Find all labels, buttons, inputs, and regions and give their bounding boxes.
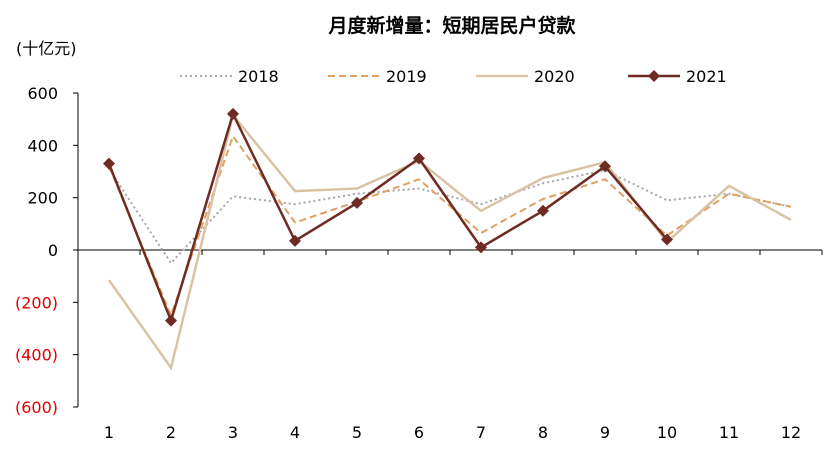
y-tick-label: (400) — [15, 346, 58, 365]
data-point-2021 — [661, 233, 673, 246]
x-tick-label: 7 — [476, 423, 486, 442]
legend-item-2021: 2021 — [628, 67, 727, 86]
data-point-2021 — [413, 152, 425, 165]
legend-item-2020: 2020 — [476, 67, 575, 86]
legend: 2018 2019 2020 2021 — [180, 67, 727, 86]
legend-label: 2018 — [238, 67, 279, 86]
legend-label: 2019 — [386, 67, 427, 86]
legend-item-2018: 2018 — [180, 67, 279, 86]
x-tick-label: 6 — [414, 423, 424, 442]
series-line-2019 — [108, 134, 792, 319]
y-tick-label: (200) — [15, 293, 58, 312]
y-axis-unit: (十亿元) — [16, 39, 77, 58]
x-tick-label: 5 — [352, 423, 362, 442]
legend-item-2019: 2019 — [328, 67, 427, 86]
x-tick-label: 8 — [538, 423, 548, 442]
chart-title: 月度新增量：短期居民户贷款 — [327, 14, 576, 37]
data-point-2021 — [475, 241, 487, 254]
x-tick-label: 12 — [781, 423, 801, 442]
y-tick-label: 600 — [27, 84, 58, 103]
data-point-2021 — [227, 107, 239, 120]
legend-marker — [648, 70, 660, 82]
data-point-2021 — [289, 234, 301, 247]
x-tick-label: 11 — [719, 423, 739, 442]
data-point-2021 — [599, 160, 611, 173]
series-line-2021 — [107, 110, 668, 325]
data-point-2021 — [537, 204, 549, 217]
data-point-2021 — [165, 314, 177, 327]
y-tick-label: 200 — [27, 189, 58, 208]
x-tick-label: 10 — [657, 423, 677, 442]
series-2019 — [108, 134, 792, 319]
data-point-2021 — [351, 196, 363, 209]
x-tick-label: 9 — [600, 423, 610, 442]
x-tick-label: 1 — [104, 423, 114, 442]
data-point-2021 — [103, 157, 115, 170]
series-2020 — [107, 112, 792, 371]
x-tick-label: 4 — [290, 423, 300, 442]
series-2021 — [103, 107, 673, 327]
legend-label: 2021 — [686, 67, 727, 86]
y-tick-label: (600) — [15, 398, 58, 417]
y-tick-label: 400 — [27, 136, 58, 155]
x-tick-label: 2 — [166, 423, 176, 442]
series-line-2020 — [107, 112, 792, 371]
legend-label: 2020 — [534, 67, 575, 86]
series-layer — [103, 107, 792, 371]
y-tick-label: 0 — [48, 241, 58, 260]
x-tick-label: 3 — [228, 423, 238, 442]
